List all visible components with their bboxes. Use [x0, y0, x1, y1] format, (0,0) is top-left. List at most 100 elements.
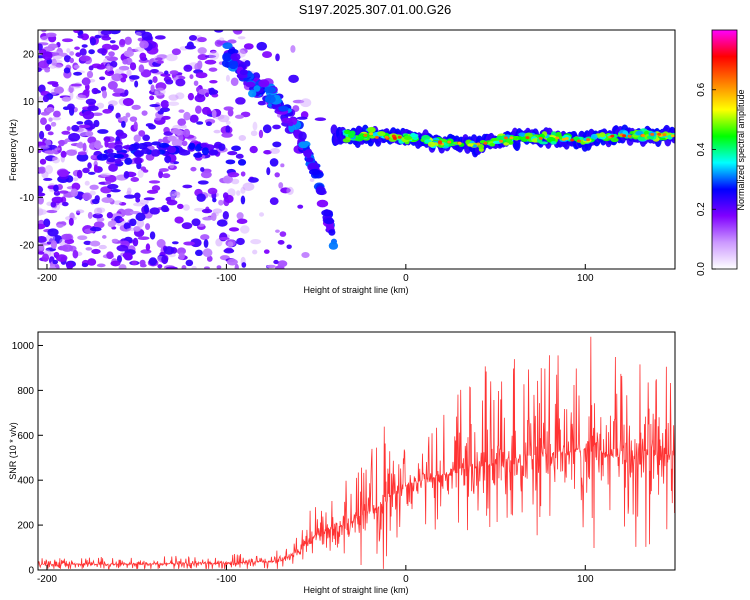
heatmap-blob [160, 73, 171, 77]
heatmap-blob [227, 39, 237, 44]
heatmap-blob [88, 65, 94, 71]
heatmap-blob [280, 163, 285, 168]
heatmap-blob [172, 124, 182, 131]
heatmap-blob [576, 139, 581, 143]
heatmap-blob [58, 139, 65, 147]
heatmap-blob [152, 76, 158, 84]
colorbar-tick-label: 0.0 [696, 262, 707, 276]
heatmap-blob [181, 222, 193, 230]
heatmap-blob [93, 221, 105, 229]
heatmap-blob [123, 170, 130, 179]
heatmap-blob [133, 121, 138, 131]
heatmap-blob [377, 131, 386, 137]
heatmap-blob [100, 30, 112, 36]
heatmap-blob [610, 134, 615, 138]
heatmap-blob [66, 103, 75, 111]
heatmap-blob [63, 55, 72, 63]
heatmap-blob [277, 240, 285, 245]
heatmap-blob [227, 188, 236, 197]
heatmap-blob [101, 43, 112, 50]
heatmap-blob [657, 132, 662, 136]
heatmap-blob [205, 121, 212, 127]
heatmap-blob [323, 218, 335, 225]
x-tick-label: 0 [403, 273, 409, 284]
heatmap-blob [236, 237, 245, 246]
heatmap-blob [262, 51, 273, 58]
heatmap-blob [76, 121, 84, 125]
heatmap-blob [202, 216, 213, 221]
heatmap-blob [134, 46, 145, 53]
heatmap-blob [264, 86, 277, 94]
heatmap-blob [116, 244, 129, 252]
heatmap-blob [126, 69, 132, 77]
heatmap-blob [384, 135, 389, 139]
heatmap-blob [72, 177, 79, 182]
spectrogram-x-label: Height of straight line (km) [303, 285, 408, 295]
heatmap-blob [202, 248, 213, 258]
heatmap-blob [564, 137, 569, 141]
heatmap-blob [210, 212, 217, 222]
heatmap-blob [90, 155, 97, 160]
heatmap-blob [44, 68, 51, 73]
heatmap-blob [69, 91, 74, 100]
heatmap-blob [38, 108, 41, 115]
heatmap-blob [108, 157, 116, 162]
heatmap-blob [555, 131, 562, 138]
heatmap-blob [499, 139, 504, 143]
heatmap-blob [79, 48, 87, 56]
heatmap-blob [134, 157, 143, 165]
heatmap-blob [83, 240, 92, 246]
heatmap-blob [182, 184, 193, 189]
heatmap-blob [191, 218, 201, 227]
heatmap-blob [38, 223, 46, 230]
heatmap-blob [363, 133, 368, 137]
heatmap-blob [214, 30, 224, 33]
heatmap-blob [41, 30, 47, 33]
x-tick-label: -200 [37, 574, 57, 585]
heatmap-blob [298, 141, 309, 149]
heatmap-blob [124, 36, 132, 45]
heatmap-blob [208, 51, 220, 60]
heatmap-blob [142, 169, 149, 173]
heatmap-blob [662, 133, 667, 137]
heatmap-blob [391, 134, 396, 138]
colorbar-tick-label: 0.6 [696, 82, 707, 96]
heatmap-blob [91, 87, 99, 95]
heatmap-blob [185, 259, 194, 267]
heatmap-blob [204, 266, 210, 269]
heatmap-blob [212, 197, 217, 203]
x-tick-label: 100 [577, 574, 594, 585]
snr-panel: -200 -100 0 100 0 200 400 600 800 1000 Height of… [8, 331, 676, 595]
heatmap-blob [131, 260, 138, 266]
heatmap-blob [197, 37, 207, 43]
heatmap-blob [38, 251, 45, 255]
heatmap-blob [113, 200, 122, 206]
heatmap-blob [170, 129, 183, 135]
heatmap-blob [211, 109, 217, 119]
heatmap-blob [61, 38, 74, 43]
heatmap-blob [222, 210, 229, 220]
snr-y-label: SNR (10 * v/v) [8, 422, 18, 480]
heatmap-blob [168, 94, 179, 101]
heatmap-blob [84, 180, 90, 186]
heatmap-blob [124, 89, 129, 96]
heatmap-blob [72, 249, 79, 259]
heatmap-blob [263, 149, 272, 155]
heatmap-blob [85, 98, 97, 105]
heatmap-blob [137, 169, 144, 178]
heatmap-blob [142, 134, 151, 142]
heatmap-blob [91, 198, 100, 205]
heatmap-blob [234, 263, 239, 269]
heatmap-blob [301, 251, 310, 259]
heatmap-blob [134, 80, 139, 88]
heatmap-blob [43, 218, 51, 228]
heatmap-blob [107, 220, 116, 228]
heatmap-blob [70, 188, 79, 197]
heatmap-blob [242, 182, 255, 191]
heatmap-blob [104, 139, 109, 148]
heatmap-blob [113, 153, 125, 159]
heatmap-blob [38, 145, 50, 149]
heatmap-blob [240, 195, 246, 205]
y-tick-label: 600 [17, 431, 34, 442]
colorbar-tick-label: 0.2 [696, 202, 707, 216]
